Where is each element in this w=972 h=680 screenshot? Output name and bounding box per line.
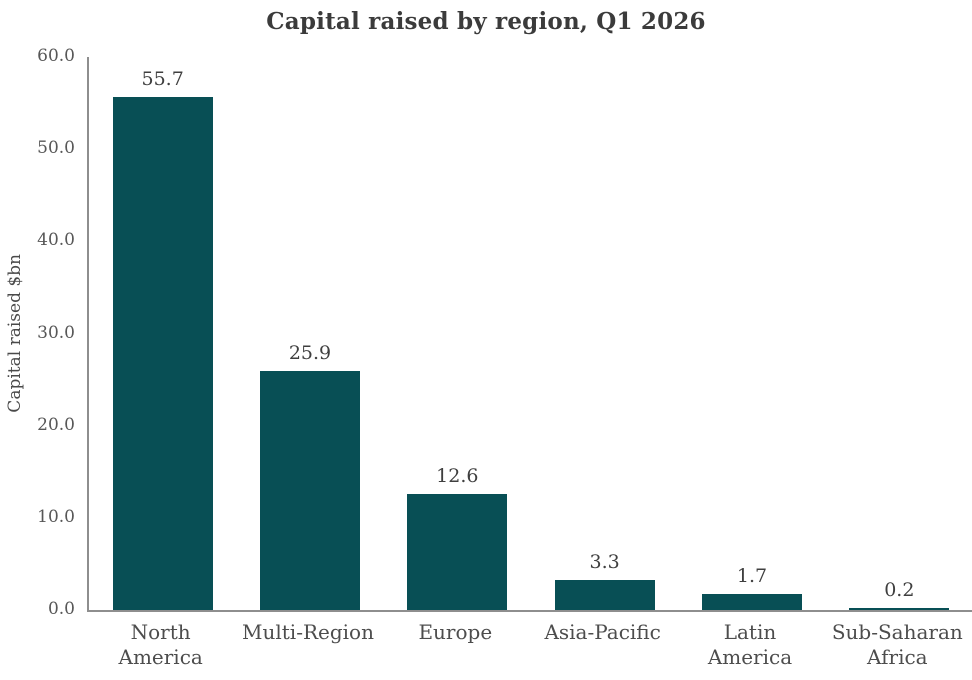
y-tick-label: 10.0: [37, 506, 75, 527]
y-tick-label: 0.0: [47, 599, 75, 619]
x-tick-label: Europe: [418, 620, 493, 644]
bar-cell: 12.6: [384, 57, 531, 610]
x-tick-label: Latin America: [707, 620, 793, 669]
x-tick-label: Asia-Pacific: [544, 620, 661, 644]
bar-value-label: 55.7: [141, 67, 184, 90]
bar-cell: 25.9: [236, 57, 383, 610]
bar: [259, 371, 360, 610]
bar-value-label: 25.9: [288, 342, 332, 365]
bar-cell: 0.2: [826, 57, 972, 610]
x-axis-tick-labels: North America Multi-Region Europe Asia-Paci…: [87, 620, 971, 670]
bar: [701, 594, 802, 610]
bar-cell: 55.7: [89, 57, 236, 610]
bar-cell: 1.7: [678, 57, 825, 610]
x-tick-label: Multi-Region: [242, 620, 374, 644]
plot-area: 55.7 25.9 12.6 3.3 1.7 0.2: [87, 57, 972, 612]
bar: [407, 493, 508, 610]
y-tick-label: 30.0: [37, 322, 75, 343]
bar-value-label: 0.2: [884, 579, 915, 602]
bar-value-label: 1.7: [736, 565, 768, 588]
bar: [112, 96, 213, 610]
bar-value-label: 12.6: [436, 464, 479, 487]
y-tick-label: 50.0: [37, 138, 75, 159]
x-tick-label: Sub-Saharan Africa: [831, 620, 963, 669]
y-tick-label: 20.0: [37, 414, 75, 435]
chart-title: Capital raised by region, Q1 2026: [266, 8, 706, 35]
bar-cell: 3.3: [531, 57, 678, 610]
y-tick-label: 60.0: [37, 46, 75, 66]
bar-value-label: 3.3: [589, 550, 620, 573]
y-tick-label: 40.0: [37, 230, 75, 251]
x-tick-label: North America: [118, 620, 203, 669]
bar: [849, 608, 950, 610]
bar: [554, 579, 655, 610]
